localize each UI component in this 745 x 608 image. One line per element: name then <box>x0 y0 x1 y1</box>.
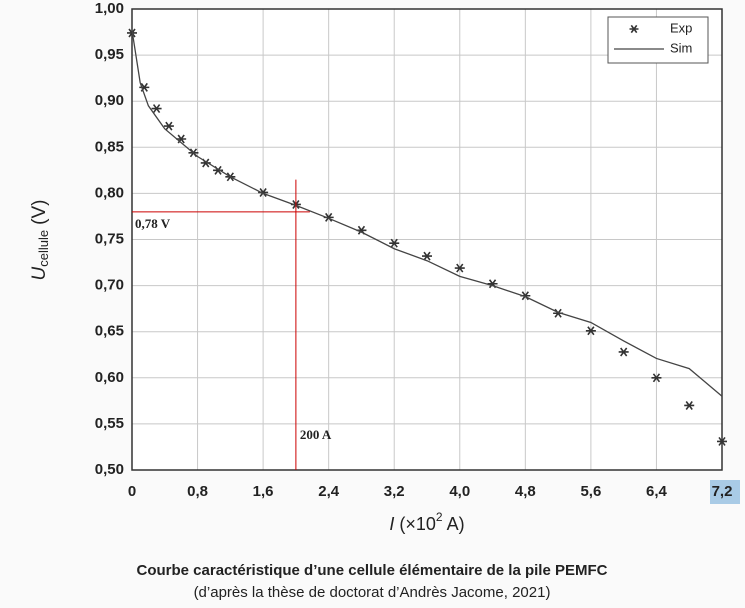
data-point <box>389 238 400 248</box>
x-axis-label: I (×102 A) <box>389 510 464 534</box>
x-tick-label: 2,4 <box>318 483 340 500</box>
x-tick-label: 4,0 <box>449 483 470 500</box>
y-tick-label: 0,55 <box>95 415 124 432</box>
x-label-end: A) <box>443 514 465 534</box>
x-tick-label: 5,6 <box>580 483 601 500</box>
data-point <box>684 400 695 410</box>
y-axis-label: Ucellule (V) <box>29 200 51 281</box>
x-tick-label: 0 <box>128 483 136 500</box>
data-line <box>131 30 723 397</box>
legend-box <box>607 16 709 64</box>
caption: Courbe caractéristique d’une cellule élé… <box>137 562 608 579</box>
data-point <box>163 121 174 131</box>
data-point <box>651 373 662 383</box>
reference-label: 200 A <box>300 427 332 442</box>
reference-label: 0,78 V <box>135 216 171 231</box>
x-tick-label: 6,4 <box>646 483 668 500</box>
y-tick-label: 0,95 <box>95 46 124 63</box>
data-point <box>618 347 629 357</box>
y-tick-label: 1,00 <box>95 0 124 17</box>
x-label-main: I <box>389 514 394 534</box>
x-tick-label: 1,6 <box>253 483 274 500</box>
tick-highlight <box>710 480 740 504</box>
legend-symbol <box>629 24 639 34</box>
y-tick-label: 0,85 <box>95 138 124 155</box>
legend-label: Sim <box>670 40 692 55</box>
data-point <box>422 251 432 261</box>
y-label-main: U <box>29 266 50 280</box>
plot-frame <box>131 8 723 471</box>
y-tick-label: 0,70 <box>95 277 124 294</box>
y-label-sub: cellule <box>36 230 51 267</box>
legend-label: Exp <box>670 20 692 35</box>
y-tick-label: 0,90 <box>95 92 124 109</box>
x-tick-label: 7,2 <box>712 483 733 500</box>
y-label-unit: (V) <box>29 200 50 225</box>
x-label-sup: 2 <box>436 510 443 524</box>
data-point <box>454 263 465 273</box>
y-tick-label: 0,50 <box>95 461 124 478</box>
y-tick-label: 0,80 <box>95 184 124 201</box>
legend: Exp Sim <box>607 16 709 64</box>
x-tick-label: 4,8 <box>515 483 536 500</box>
data-point <box>717 436 727 446</box>
x-label-unit: (×10 <box>399 514 436 534</box>
data-point <box>585 326 596 336</box>
x-tick-label: 0,8 <box>187 483 208 500</box>
y-tick-label: 0,60 <box>95 369 124 386</box>
data-point <box>151 104 162 114</box>
data-point <box>258 187 269 197</box>
subcaption: (d’après la thèse de doctorat d’Andrès J… <box>194 584 551 601</box>
y-tick-label: 0,75 <box>95 230 124 247</box>
y-tick-label: 0,65 <box>95 323 124 340</box>
x-tick-label: 3,2 <box>384 483 405 500</box>
